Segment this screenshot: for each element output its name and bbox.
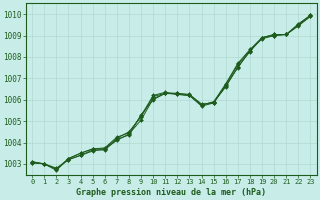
X-axis label: Graphe pression niveau de la mer (hPa): Graphe pression niveau de la mer (hPa) [76,188,266,197]
